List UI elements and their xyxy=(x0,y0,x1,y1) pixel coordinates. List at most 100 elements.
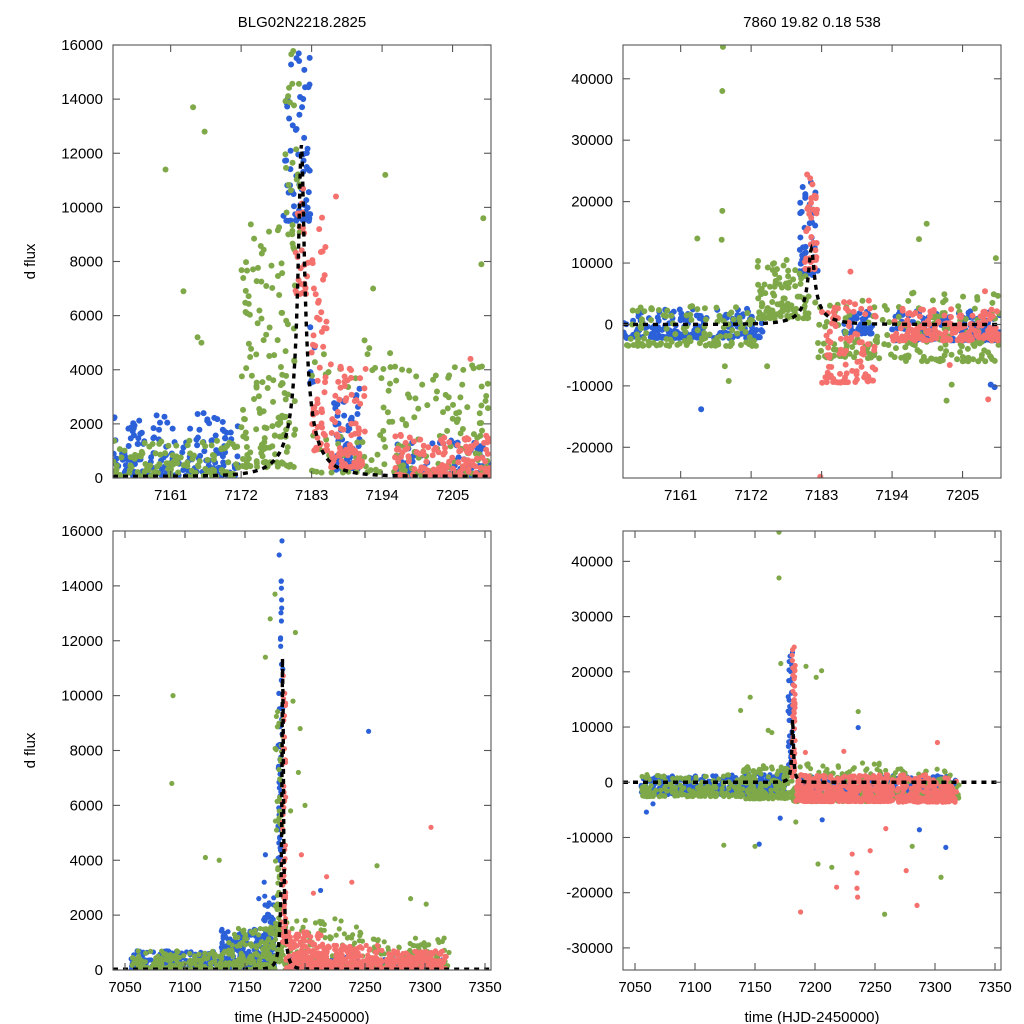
y-tick-label: 8000 xyxy=(70,254,103,271)
data-point xyxy=(376,947,382,953)
data-point xyxy=(862,371,869,378)
panel-bottom-right: 7050 7100 7150 7200 7250 7300 7350-30000-20000… xyxy=(566,530,1012,1024)
data-point xyxy=(356,385,363,392)
data-point xyxy=(808,214,815,221)
data-point xyxy=(333,942,340,949)
data-point xyxy=(323,446,330,453)
data-point xyxy=(364,351,371,358)
data-point xyxy=(797,210,804,217)
data-point xyxy=(446,458,453,465)
data-point xyxy=(868,330,875,337)
data-point xyxy=(283,209,290,216)
data-point-outlier xyxy=(198,339,205,346)
data-point xyxy=(278,610,284,616)
data-point xyxy=(361,392,368,399)
x-tick-label: 7194 xyxy=(365,487,398,504)
data-point xyxy=(884,331,891,338)
y-tick-label: 10000 xyxy=(571,255,613,272)
data-point-outlier xyxy=(366,728,372,734)
data-point xyxy=(779,306,786,313)
data-point xyxy=(473,455,480,462)
data-point xyxy=(176,954,183,961)
data-point xyxy=(856,323,863,330)
data-point xyxy=(221,435,228,442)
data-point xyxy=(387,364,394,371)
x-tick-label: 7300 xyxy=(408,979,441,996)
data-point xyxy=(324,950,330,956)
data-point-outlier xyxy=(943,397,950,404)
data-point xyxy=(385,945,391,951)
data-point xyxy=(348,420,355,427)
data-point xyxy=(169,425,176,432)
data-point xyxy=(348,391,355,398)
data-point xyxy=(460,366,467,373)
data-point xyxy=(129,962,135,968)
data-point xyxy=(753,327,760,333)
data-point xyxy=(871,347,878,354)
data-point xyxy=(349,955,355,961)
data-point xyxy=(645,338,652,345)
data-point xyxy=(783,257,790,264)
data-point xyxy=(797,234,804,241)
data-point xyxy=(219,418,226,425)
data-point xyxy=(244,451,251,458)
data-point xyxy=(862,311,869,318)
x-tick-label: 7050 xyxy=(108,979,141,996)
data-point xyxy=(319,424,326,431)
data-point xyxy=(807,175,814,182)
data-point xyxy=(303,163,310,170)
data-point xyxy=(459,381,466,388)
data-point xyxy=(478,363,485,370)
data-point xyxy=(323,318,330,325)
y-tick-label: 14000 xyxy=(61,91,103,108)
data-point xyxy=(131,422,138,429)
data-point xyxy=(655,307,662,314)
data-point-outlier xyxy=(694,235,701,242)
data-point xyxy=(637,304,644,311)
data-point xyxy=(672,331,679,338)
data-point xyxy=(316,226,323,233)
data-point xyxy=(318,309,325,316)
data-point xyxy=(234,943,240,949)
data-point xyxy=(715,341,722,348)
data-point xyxy=(291,431,298,438)
data-point-outlier xyxy=(467,355,474,362)
data-point xyxy=(769,298,776,305)
data-point xyxy=(217,962,223,968)
data-point xyxy=(275,880,281,886)
data-point xyxy=(486,438,491,445)
data-point xyxy=(279,412,286,419)
data-point xyxy=(264,938,271,944)
data-point xyxy=(430,376,437,383)
data-point xyxy=(784,300,791,307)
data-point xyxy=(277,419,284,426)
data-point xyxy=(484,405,491,412)
data-point xyxy=(387,350,394,357)
data-point xyxy=(826,302,833,309)
data-point xyxy=(164,419,171,426)
data-point xyxy=(209,452,216,459)
data-point xyxy=(292,126,299,133)
data-point xyxy=(348,374,355,381)
data-point xyxy=(405,453,412,460)
data-point xyxy=(440,440,447,447)
data-point xyxy=(328,452,335,459)
data-point xyxy=(238,424,245,431)
data-point xyxy=(410,438,417,445)
y-tick-label: 2000 xyxy=(70,907,103,924)
data-point xyxy=(143,950,149,956)
data-point xyxy=(647,334,654,341)
data-point xyxy=(803,255,810,262)
y-tick-label: 30000 xyxy=(571,132,613,149)
data-point xyxy=(773,266,780,273)
data-point xyxy=(187,425,194,432)
data-point xyxy=(243,365,250,372)
data-point xyxy=(357,375,364,382)
plot-frame-top-right xyxy=(622,44,1002,479)
data-point xyxy=(263,282,270,289)
data-point xyxy=(392,433,399,440)
data-point xyxy=(478,383,485,390)
data-point xyxy=(472,463,479,470)
data-point xyxy=(702,316,709,323)
data-point xyxy=(355,456,362,463)
